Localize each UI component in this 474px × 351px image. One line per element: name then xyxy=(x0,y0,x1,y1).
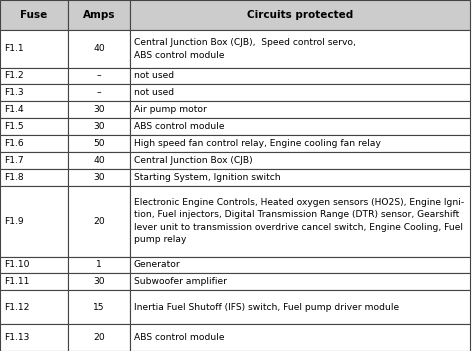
Text: Fuse: Fuse xyxy=(20,10,47,20)
Bar xyxy=(0,135,68,152)
Text: 1: 1 xyxy=(96,260,102,270)
Text: –: – xyxy=(97,88,101,97)
Bar xyxy=(130,135,470,152)
Bar xyxy=(0,31,68,67)
Text: Air pump motor: Air pump motor xyxy=(134,105,207,114)
Bar xyxy=(130,101,470,118)
Text: Electronic Engine Controls, Heated oxygen sensors (HO2S), Engine Igni-: Electronic Engine Controls, Heated oxyge… xyxy=(134,198,464,207)
Text: F1.2: F1.2 xyxy=(4,72,24,80)
Bar xyxy=(68,0,130,31)
Text: Subwoofer amplifier: Subwoofer amplifier xyxy=(134,277,227,286)
Bar xyxy=(130,257,470,273)
Bar xyxy=(68,257,130,273)
Text: 30: 30 xyxy=(93,122,105,131)
Text: Circuits protected: Circuits protected xyxy=(247,10,353,20)
Bar xyxy=(0,324,68,351)
Text: F1.10: F1.10 xyxy=(4,260,29,270)
Bar xyxy=(130,152,470,169)
Bar xyxy=(130,31,470,67)
Bar xyxy=(68,324,130,351)
Bar xyxy=(0,186,68,257)
Text: 40: 40 xyxy=(93,156,105,165)
Text: lever unit to transmission overdrive cancel switch, Engine Cooling, Fuel: lever unit to transmission overdrive can… xyxy=(134,223,463,232)
Bar xyxy=(130,0,470,31)
Bar xyxy=(0,257,68,273)
Bar xyxy=(0,273,68,290)
Bar xyxy=(0,84,68,101)
Text: Generator: Generator xyxy=(134,260,181,270)
Text: ABS control module: ABS control module xyxy=(134,51,225,60)
Text: Starting System, Ignition switch: Starting System, Ignition switch xyxy=(134,173,281,182)
Text: High speed fan control relay, Engine cooling fan relay: High speed fan control relay, Engine coo… xyxy=(134,139,381,148)
Bar xyxy=(68,118,130,135)
Bar xyxy=(68,67,130,84)
Text: 50: 50 xyxy=(93,139,105,148)
Bar xyxy=(130,84,470,101)
Bar xyxy=(0,169,68,186)
Text: 30: 30 xyxy=(93,173,105,182)
Bar xyxy=(130,290,470,324)
Bar xyxy=(68,31,130,67)
Text: F1.6: F1.6 xyxy=(4,139,24,148)
Text: Central Junction Box (CJB),  Speed control servo,: Central Junction Box (CJB), Speed contro… xyxy=(134,38,356,47)
Text: 20: 20 xyxy=(93,333,105,342)
Bar xyxy=(130,186,470,257)
Text: 30: 30 xyxy=(93,105,105,114)
Text: ABS control module: ABS control module xyxy=(134,333,225,342)
Text: not used: not used xyxy=(134,88,174,97)
Text: F1.12: F1.12 xyxy=(4,303,29,312)
Text: F1.1: F1.1 xyxy=(4,45,24,53)
Text: Central Junction Box (CJB): Central Junction Box (CJB) xyxy=(134,156,253,165)
Text: Amps: Amps xyxy=(83,10,115,20)
Text: F1.13: F1.13 xyxy=(4,333,29,342)
Text: 15: 15 xyxy=(93,303,105,312)
Text: 30: 30 xyxy=(93,277,105,286)
Bar xyxy=(68,273,130,290)
Bar xyxy=(0,290,68,324)
Bar xyxy=(68,290,130,324)
Bar xyxy=(0,0,68,31)
Text: –: – xyxy=(97,72,101,80)
Text: tion, Fuel injectors, Digital Transmission Range (DTR) sensor, Gearshift: tion, Fuel injectors, Digital Transmissi… xyxy=(134,210,459,219)
Bar xyxy=(0,67,68,84)
Text: F1.11: F1.11 xyxy=(4,277,29,286)
Text: 20: 20 xyxy=(93,217,105,226)
Bar xyxy=(130,324,470,351)
Text: F1.8: F1.8 xyxy=(4,173,24,182)
Bar xyxy=(130,273,470,290)
Bar xyxy=(68,186,130,257)
Text: not used: not used xyxy=(134,72,174,80)
Bar xyxy=(68,135,130,152)
Text: F1.9: F1.9 xyxy=(4,217,24,226)
Text: ABS control module: ABS control module xyxy=(134,122,225,131)
Bar xyxy=(0,101,68,118)
Bar xyxy=(68,152,130,169)
Bar xyxy=(0,152,68,169)
Bar xyxy=(68,169,130,186)
Text: F1.4: F1.4 xyxy=(4,105,24,114)
Text: F1.5: F1.5 xyxy=(4,122,24,131)
Bar xyxy=(130,67,470,84)
Bar xyxy=(68,84,130,101)
Bar xyxy=(68,101,130,118)
Text: pump relay: pump relay xyxy=(134,235,186,244)
Text: Inertia Fuel Shutoff (IFS) switch, Fuel pump driver module: Inertia Fuel Shutoff (IFS) switch, Fuel … xyxy=(134,303,399,312)
Bar xyxy=(0,118,68,135)
Text: F1.3: F1.3 xyxy=(4,88,24,97)
Text: F1.7: F1.7 xyxy=(4,156,24,165)
Bar xyxy=(130,169,470,186)
Text: 40: 40 xyxy=(93,45,105,53)
Bar xyxy=(130,118,470,135)
